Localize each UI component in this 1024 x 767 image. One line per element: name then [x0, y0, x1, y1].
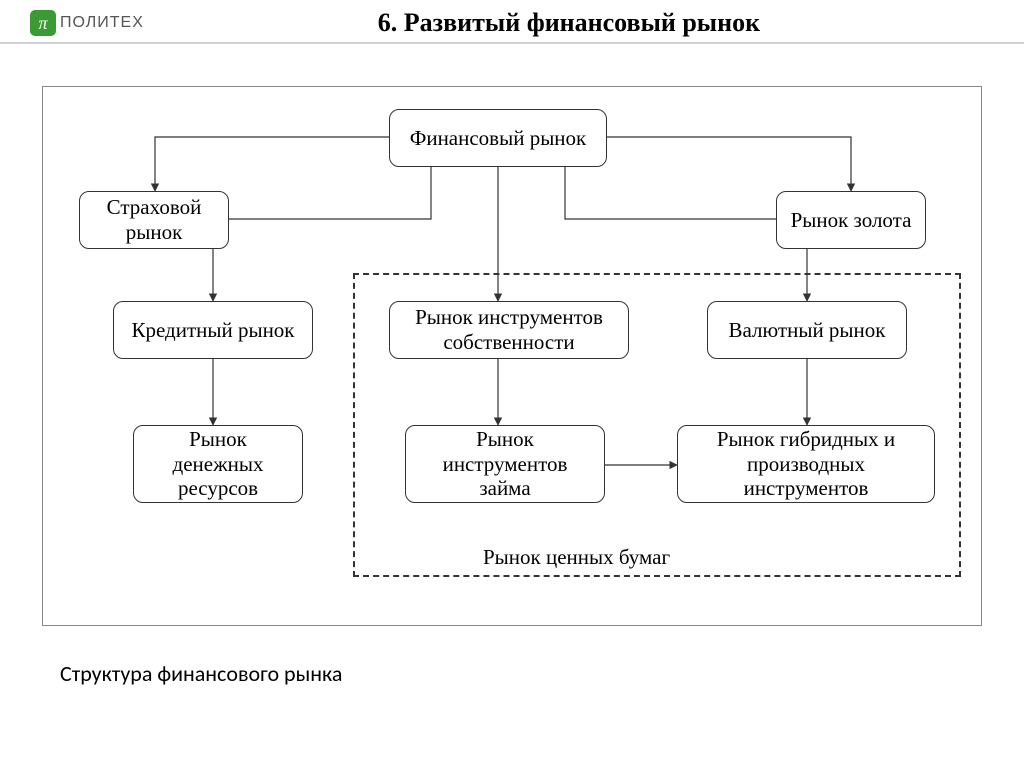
- node-root: Финансовый рынок: [389, 109, 607, 167]
- caption: Структура финансового рынка: [60, 660, 342, 687]
- logo-text: ПОЛИТЕХ: [60, 14, 144, 32]
- securities-market-group: [353, 273, 961, 577]
- node-credit: Кредитный рынок: [113, 301, 313, 359]
- node-insurance: Страховой рынок: [79, 191, 229, 249]
- logo-icon: π: [30, 10, 56, 36]
- header: π ПОЛИТЕХ 6. Развитый финансовый рынок: [0, 0, 1024, 44]
- securities-market-label: Рынок ценных бумаг: [483, 545, 670, 570]
- node-money: Рынок денежных ресурсов: [133, 425, 303, 503]
- node-gold: Рынок золота: [776, 191, 926, 249]
- page-title: 6. Развитый финансовый рынок: [144, 8, 994, 38]
- logo: π ПОЛИТЕХ: [30, 10, 144, 36]
- diagram-frame: Финансовый рынок Страховой рынок Рынок зол…: [42, 86, 982, 626]
